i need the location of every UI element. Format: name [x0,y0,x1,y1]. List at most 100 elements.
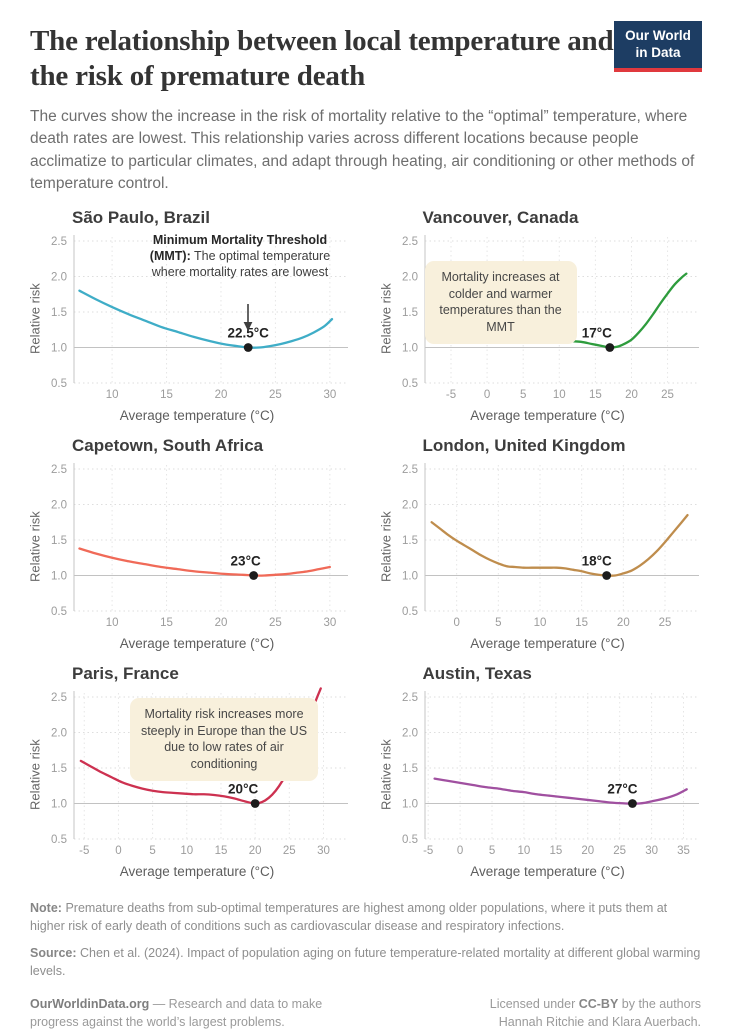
down-arrow-icon [243,303,253,331]
source-body: Chen et al. (2024). Impact of population… [30,945,701,978]
svg-text:30: 30 [645,845,658,857]
svg-text:25: 25 [283,845,296,857]
svg-text:10: 10 [106,389,119,401]
svg-text:1.5: 1.5 [402,307,418,319]
header: The relationship between local temperatu… [0,0,731,196]
svg-text:2.0: 2.0 [51,499,67,511]
svg-text:15: 15 [588,389,601,401]
note-text: Note: Premature deaths from sub-optimal … [30,899,701,935]
owid-logo: Our World in Data [614,21,702,72]
svg-text:22.5°C: 22.5°C [227,325,269,340]
y-axis-label: Relative risk [27,283,43,355]
svg-text:15: 15 [160,617,173,629]
svg-text:10: 10 [552,389,565,401]
svg-text:20: 20 [625,389,638,401]
note-label: Note: [30,900,62,915]
svg-text:35: 35 [677,845,690,857]
source-label: Source: [30,945,77,960]
svg-text:2.5: 2.5 [51,236,67,248]
svg-text:25: 25 [658,617,671,629]
chart-title-sao-paulo: São Paulo, Brazil [72,207,210,227]
line-chart-sao-paulo: 10 15 20 25 30 0.5 1.0 1.5 2.0 2.5 22.5°C [51,234,348,401]
svg-text:2.0: 2.0 [402,727,418,739]
svg-text:15: 15 [575,617,588,629]
svg-text:5: 5 [149,845,155,857]
svg-text:5: 5 [488,845,494,857]
site-name: OurWorldinData.org [30,997,150,1012]
line-chart-paris: -5 0 5 10 15 20 25 30 0.5 1.0 1.5 2.0 2.5 20°C [51,686,348,857]
svg-text:0: 0 [456,845,462,857]
svg-text:5: 5 [519,389,525,401]
line-chart-austin: -5 0 5 10 15 20 25 30 35 0.5 1.0 1.5 2.0 2.5 27°C [402,690,699,857]
svg-text:15: 15 [215,845,228,857]
svg-text:2.5: 2.5 [51,464,67,476]
svg-text:1.0: 1.0 [402,798,418,810]
chart-title-capetown: Capetown, South Africa [72,435,264,455]
footer-license: Licensed under CC-BY by the authors Hann… [490,995,701,1031]
svg-text:2.5: 2.5 [402,692,418,704]
svg-text:30: 30 [323,617,336,629]
owid-logo-line1: Our World [625,28,691,43]
line-chart-capetown: 10 15 20 25 30 0.5 1.0 1.5 2.0 2.5 23°C [51,462,348,629]
svg-text:30: 30 [317,845,330,857]
footer: Note: Premature deaths from sub-optimal … [0,899,731,1031]
svg-text:10: 10 [517,845,530,857]
svg-text:20: 20 [215,389,228,401]
svg-text:18°C: 18°C [581,553,611,568]
y-axis-label: Relative risk [27,739,43,811]
chart-panel-capetown: Capetown, South Africa Relative risk 10 1… [26,436,354,651]
chart-panel-sao-paulo: São Paulo, Brazil Relative risk 10 15 20 25… [26,208,354,423]
svg-text:0: 0 [115,845,121,857]
svg-text:0.5: 0.5 [402,606,418,618]
chart-grid: São Paulo, Brazil Relative risk 10 15 20 25… [0,208,731,879]
chart-panel-vancouver: Vancouver, Canada Relative risk -5 0 5 10 15… [377,208,705,423]
mmt-annotation-bold: Minimum Mortality Threshold (MMT): [149,232,328,263]
source-text: Source: Chen et al. (2024). Impact of po… [30,944,701,980]
mmt-annotation-text: The optimal temperature where mortality … [151,248,331,280]
chart-panel-london: London, United Kingdom Relative risk 0 5 1… [377,436,705,651]
note-body: Premature deaths from sub-optimal temper… [30,900,668,933]
svg-text:2.0: 2.0 [402,499,418,511]
svg-text:1.5: 1.5 [51,763,67,775]
svg-text:5: 5 [495,617,501,629]
x-axis-label: Average temperature (°C) [119,407,275,423]
mmt-annotation: Minimum Mortality Threshold (MMT): The o… [142,232,338,281]
callout-paris: Mortality risk increases more steeply in… [130,697,318,782]
chart-title-london: London, United Kingdom [422,435,626,455]
svg-text:0: 0 [453,617,459,629]
svg-text:1.5: 1.5 [51,307,67,319]
svg-text:10: 10 [180,845,193,857]
svg-text:1.0: 1.0 [51,342,67,354]
svg-text:1.5: 1.5 [51,535,67,547]
y-axis-label: Relative risk [27,511,43,583]
chart-panel-austin: Austin, Texas Relative risk -5 0 5 10 15 20 25… [377,664,705,879]
svg-text:27°C: 27°C [607,781,637,796]
svg-text:30: 30 [323,389,336,401]
svg-text:0.5: 0.5 [51,378,67,390]
svg-text:1.5: 1.5 [402,535,418,547]
svg-text:0.5: 0.5 [51,834,67,846]
svg-text:-5: -5 [423,845,433,857]
svg-text:2.0: 2.0 [51,727,67,739]
svg-text:2.0: 2.0 [402,271,418,283]
svg-text:1.0: 1.0 [402,342,418,354]
chart-title-austin: Austin, Texas [422,663,532,683]
footer-site: OurWorldinData.org — Research and data t… [30,995,370,1031]
chart-title-vancouver: Vancouver, Canada [422,207,579,227]
x-axis-label: Average temperature (°C) [470,407,625,423]
y-axis-label: Relative risk [378,739,393,811]
line-chart-london: 0 5 10 15 20 25 0.5 1.0 1.5 2.0 2.5 18°C [402,462,699,629]
y-axis-label: Relative risk [378,511,393,583]
svg-text:1.0: 1.0 [51,798,67,810]
page-title: The relationship between local temperatu… [30,25,614,93]
svg-text:-5: -5 [445,389,455,401]
svg-text:20°C: 20°C [228,781,258,796]
owid-logo-line2: in Data [635,44,681,60]
svg-text:10: 10 [533,617,546,629]
license-cc: CC-BY [578,997,619,1012]
license-post: by the authors [618,997,701,1012]
svg-text:20: 20 [581,845,594,857]
x-axis-label: Average temperature (°C) [470,863,625,879]
chart-panel-paris: Paris, France Relative risk -5 0 5 10 15 20 25… [26,664,354,879]
svg-text:23°C: 23°C [231,553,261,568]
